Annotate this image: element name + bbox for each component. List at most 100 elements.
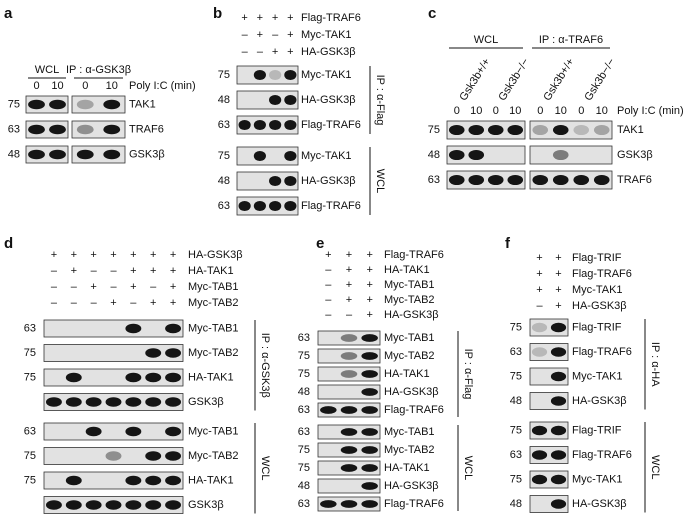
band	[269, 175, 282, 187]
band	[531, 322, 548, 333]
blot-strip	[43, 422, 184, 441]
condition-sign: +	[71, 249, 77, 261]
band	[448, 149, 465, 161]
condition-sign: –	[91, 265, 98, 277]
band	[145, 372, 162, 383]
lane-unit: Poly I:C (min)	[129, 80, 196, 92]
mw-marker: 63	[298, 498, 310, 510]
lane-unit: Poly I:C (min)	[617, 105, 684, 117]
band	[552, 149, 569, 161]
band	[165, 323, 182, 334]
band	[45, 500, 62, 510]
blot-label: Myc-TAB2	[188, 450, 239, 462]
band	[145, 397, 162, 407]
band	[284, 150, 297, 162]
lane-label: 0	[33, 80, 39, 92]
condition-label: HA-GSK3β	[572, 300, 627, 312]
panel-letter: d	[4, 235, 13, 252]
band	[532, 124, 549, 136]
group-label: WCL	[649, 455, 661, 479]
mw-marker: 63	[24, 322, 36, 334]
mw-marker: 48	[428, 149, 440, 161]
band	[361, 370, 378, 378]
blot-label: TRAF6	[129, 123, 164, 135]
band	[145, 348, 162, 358]
blot-label: Myc-TAB2	[384, 350, 435, 362]
condition-sign: –	[257, 46, 264, 58]
band	[76, 99, 94, 110]
condition-sign: +	[71, 265, 77, 277]
band	[145, 451, 162, 461]
condition-label: Myc-TAB1	[384, 279, 435, 291]
band	[550, 322, 567, 333]
blot-label: Flag-TRIF	[572, 424, 622, 436]
band	[340, 500, 358, 508]
condition-sign: –	[325, 309, 332, 321]
condition-sign: +	[536, 284, 542, 296]
band	[340, 334, 358, 342]
band	[269, 200, 282, 212]
band	[65, 372, 82, 383]
mw-marker: 63	[218, 200, 230, 212]
condition-sign: +	[110, 249, 116, 261]
band	[340, 464, 358, 472]
lane-label: 0	[82, 80, 88, 92]
band	[361, 428, 378, 436]
band	[28, 149, 45, 160]
band	[105, 451, 122, 461]
band	[361, 352, 378, 360]
band	[76, 124, 94, 135]
condition-sign: –	[242, 46, 249, 58]
band	[573, 174, 590, 186]
blot-strip	[446, 145, 526, 165]
condition-sign: –	[91, 297, 98, 309]
condition-sign: +	[170, 249, 176, 261]
blot-label: Myc-TAK1	[572, 473, 623, 485]
band	[550, 474, 567, 485]
mw-marker: 48	[218, 175, 230, 187]
condition-sign: +	[241, 12, 247, 24]
band	[550, 499, 567, 509]
lane-label: 10	[470, 105, 482, 117]
condition-sign: +	[325, 249, 331, 261]
blot-label: Myc-TAB2	[384, 444, 435, 456]
blot-label: HA-TAK1	[384, 368, 430, 380]
panel-letter: f	[505, 235, 511, 252]
blot-label: HA-TAK1	[384, 462, 430, 474]
condition-sign: –	[242, 29, 249, 41]
band	[165, 372, 182, 383]
mw-marker: 75	[218, 150, 230, 162]
band	[165, 426, 182, 437]
blot-label: Myc-TAB1	[384, 426, 435, 438]
condition-label: Myc-TAB2	[384, 294, 435, 306]
condition-sign: +	[555, 252, 561, 264]
mw-marker: 48	[298, 386, 310, 398]
condition-label: Flag-TRAF6	[572, 268, 632, 280]
band	[85, 397, 102, 407]
band	[125, 475, 142, 486]
band	[28, 99, 45, 110]
condition-sign: –	[71, 297, 78, 309]
blot-strip	[317, 384, 381, 400]
mw-marker: 63	[24, 425, 36, 437]
mw-marker: 75	[24, 347, 36, 359]
condition-label: Flag-TRAF6	[384, 249, 444, 261]
band	[165, 397, 182, 407]
condition-sign: +	[287, 46, 293, 58]
band	[103, 149, 121, 160]
condition-sign: +	[130, 249, 136, 261]
condition-sign: –	[110, 265, 117, 277]
band	[361, 464, 378, 472]
band	[253, 150, 266, 162]
mw-marker: 75	[8, 98, 20, 110]
blot-label: TAK1	[617, 124, 644, 136]
band	[284, 175, 297, 187]
band	[593, 174, 610, 186]
condition-label: Myc-TAK1	[572, 284, 623, 296]
condition-sign: +	[366, 279, 372, 291]
band	[269, 94, 282, 106]
band	[531, 450, 548, 460]
blot-label: Flag-TRAF6	[301, 200, 361, 212]
blot-strip	[43, 368, 184, 387]
blot-strip	[236, 90, 299, 110]
